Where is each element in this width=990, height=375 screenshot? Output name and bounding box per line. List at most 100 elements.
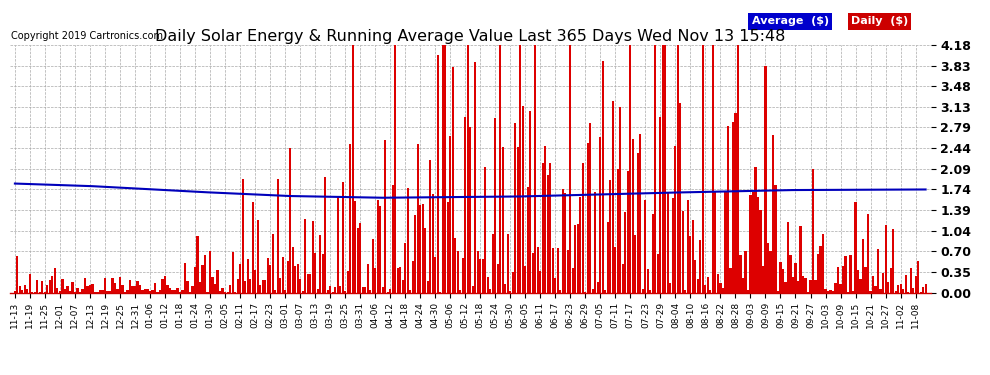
Bar xyxy=(794,263,797,292)
Bar xyxy=(679,103,681,292)
Bar xyxy=(654,45,656,292)
Bar xyxy=(345,291,346,292)
Bar xyxy=(212,277,214,292)
Bar xyxy=(922,287,924,292)
Bar xyxy=(449,136,451,292)
Bar xyxy=(651,214,654,292)
Bar xyxy=(261,280,263,292)
Bar xyxy=(164,276,166,292)
Bar xyxy=(119,277,121,292)
Bar xyxy=(820,246,822,292)
Bar xyxy=(346,271,348,292)
Bar xyxy=(22,290,24,292)
Bar xyxy=(925,284,927,292)
Bar xyxy=(254,270,256,292)
Bar xyxy=(797,281,799,292)
Bar xyxy=(244,281,247,292)
Bar xyxy=(632,139,634,292)
Bar xyxy=(435,257,437,292)
Bar xyxy=(361,286,363,292)
Bar xyxy=(884,225,887,292)
Bar xyxy=(461,258,463,292)
Bar xyxy=(181,290,183,292)
Bar xyxy=(915,276,917,292)
Bar xyxy=(889,268,892,292)
Bar xyxy=(464,117,466,292)
Bar xyxy=(546,175,548,292)
Bar xyxy=(664,45,666,292)
Bar xyxy=(122,285,124,292)
Bar xyxy=(242,179,244,292)
Bar xyxy=(667,192,669,292)
Bar xyxy=(642,289,644,292)
Bar xyxy=(509,291,512,292)
Bar xyxy=(169,288,171,292)
Bar xyxy=(47,285,49,292)
Bar xyxy=(482,259,484,292)
Bar xyxy=(774,185,776,292)
Bar xyxy=(459,290,461,292)
Bar xyxy=(381,287,384,292)
Bar xyxy=(64,289,66,292)
Bar xyxy=(466,45,469,292)
Bar xyxy=(754,166,756,292)
Bar xyxy=(469,127,471,292)
Bar xyxy=(912,288,914,292)
Bar xyxy=(561,189,564,292)
Bar xyxy=(299,279,301,292)
Bar xyxy=(677,45,679,292)
Bar xyxy=(259,285,261,292)
Bar xyxy=(874,286,876,292)
Bar xyxy=(620,108,622,292)
Bar xyxy=(51,276,53,292)
Bar xyxy=(256,220,258,292)
Bar xyxy=(86,286,88,292)
Text: Daily  ($): Daily ($) xyxy=(850,16,908,27)
Bar xyxy=(895,291,897,292)
Bar xyxy=(312,222,314,292)
Bar xyxy=(307,274,309,292)
Bar xyxy=(356,228,358,292)
Bar xyxy=(751,192,754,292)
Bar xyxy=(892,229,894,292)
Bar xyxy=(376,200,379,292)
Bar xyxy=(24,285,26,292)
Bar xyxy=(840,284,842,292)
Bar xyxy=(437,55,439,292)
Bar xyxy=(659,117,661,292)
Bar xyxy=(687,200,689,292)
Bar xyxy=(89,285,91,292)
Bar xyxy=(872,276,874,292)
Bar xyxy=(822,234,824,292)
Bar xyxy=(204,255,206,292)
Bar xyxy=(166,285,168,292)
Bar xyxy=(589,123,591,292)
Bar xyxy=(597,282,599,292)
Bar xyxy=(556,248,559,292)
Bar xyxy=(599,137,601,292)
Bar xyxy=(574,225,576,292)
Bar xyxy=(229,285,231,292)
Bar xyxy=(417,144,419,292)
Bar xyxy=(104,278,106,292)
Bar xyxy=(910,268,912,292)
Bar xyxy=(351,45,353,292)
Bar xyxy=(627,171,629,292)
Bar xyxy=(81,290,83,292)
Bar xyxy=(767,243,769,292)
Bar xyxy=(735,113,737,292)
Bar xyxy=(394,45,396,292)
Bar xyxy=(699,240,702,292)
Bar xyxy=(274,290,276,292)
Bar xyxy=(497,264,499,292)
Bar xyxy=(707,278,709,292)
Bar xyxy=(359,223,361,292)
Bar xyxy=(239,264,242,292)
Bar xyxy=(656,254,659,292)
Bar xyxy=(17,256,19,292)
Bar xyxy=(637,153,639,292)
Bar xyxy=(492,234,494,292)
Bar xyxy=(474,62,476,292)
Bar xyxy=(612,101,614,292)
Bar xyxy=(53,268,56,292)
